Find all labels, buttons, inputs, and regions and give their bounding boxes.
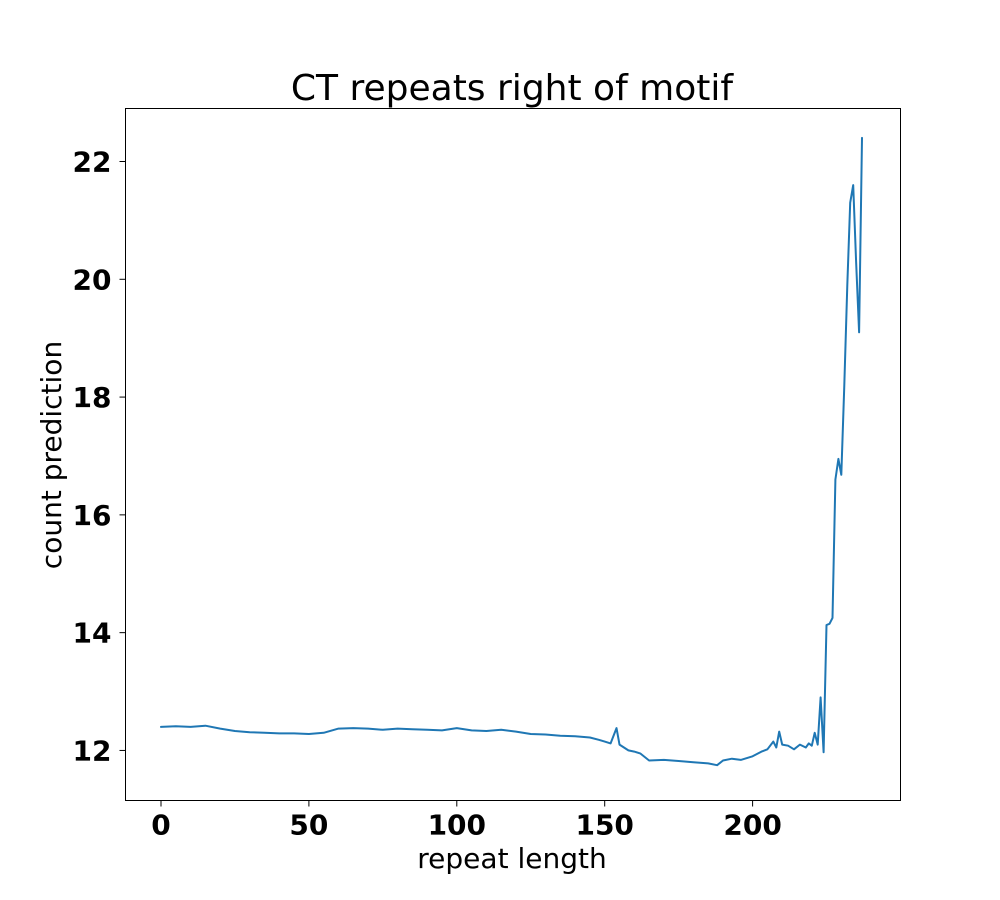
x-tick-label: 100: [428, 809, 486, 842]
chart-title: CT repeats right of motif: [291, 68, 734, 109]
series-line: [160, 136, 863, 767]
y-tick-label: 20: [73, 263, 112, 296]
x-tick-label: 50: [289, 809, 328, 842]
y-tick-label: 22: [73, 146, 112, 179]
y-tick-label: 12: [73, 734, 112, 767]
x-axis: 0 50 100 150 200: [151, 800, 782, 842]
x-axis-label: repeat length: [417, 842, 606, 875]
y-axis: 12 14 16 18 20 22: [73, 146, 126, 767]
plot-frame: [125, 108, 901, 801]
y-axis-label: count prediction: [35, 341, 68, 569]
x-tick-label: 200: [723, 809, 781, 842]
y-tick-label: 18: [73, 381, 112, 414]
y-tick-label: 14: [73, 617, 112, 650]
x-tick-label: 0: [151, 809, 170, 842]
y-tick-label: 16: [73, 499, 112, 532]
x-tick-label: 150: [575, 809, 633, 842]
plot-area: 0 50 100 150 200 12 14 16 18 20 22: [73, 108, 901, 842]
